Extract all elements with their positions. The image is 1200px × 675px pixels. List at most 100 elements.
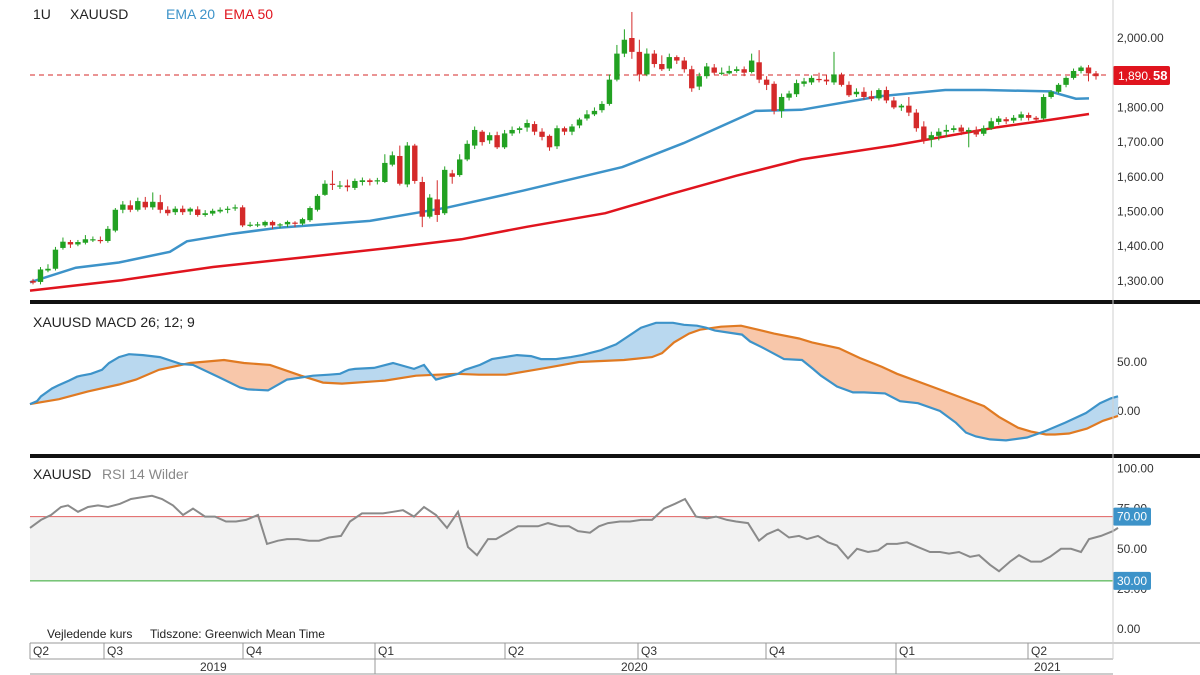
macd-fill-slice <box>122 356 124 384</box>
macd-fill-slice <box>993 412 995 440</box>
ema20-legend[interactable]: EMA 20 <box>166 6 215 22</box>
candle-body <box>748 60 755 73</box>
macd-fill-slice <box>62 383 64 399</box>
macd-fill-slice <box>860 358 862 393</box>
candle-body <box>531 124 538 132</box>
candle <box>681 57 687 73</box>
macd-fill-slice <box>127 354 129 383</box>
macd-fill-slice <box>682 324 684 338</box>
candle-body <box>389 155 396 165</box>
candle-body <box>157 202 163 210</box>
macd-fill-slice <box>776 333 778 355</box>
macd-title[interactable]: XAUUSD MACD 26; 12; 9 <box>33 314 195 330</box>
interval-label[interactable]: 1U <box>33 6 51 22</box>
macd-fill-slice <box>692 325 694 333</box>
macd-fill-slice <box>841 349 843 388</box>
macd-fill-slice <box>835 347 837 386</box>
macd-fill-slice <box>297 374 299 379</box>
candle-body <box>913 112 920 129</box>
year-label: 2021 <box>1034 660 1061 674</box>
macd-fill-slice <box>394 363 396 380</box>
macd-fill-slice <box>475 366 477 375</box>
macd-fill-slice <box>49 390 51 401</box>
macd-fill-slice <box>654 323 656 357</box>
macd-fill-slice <box>1055 426 1057 435</box>
candle <box>966 127 972 148</box>
candle-body <box>644 53 650 75</box>
macd-fill-slice <box>252 363 254 390</box>
macd-fill-slice <box>732 326 734 334</box>
macd-fill-slice <box>513 355 515 374</box>
macd-fill-slice <box>760 330 762 347</box>
macd-fill-slice <box>756 329 758 345</box>
macd-fill-slice <box>947 392 949 417</box>
macd-fill-slice <box>887 369 889 395</box>
candle <box>30 278 36 285</box>
panel-divider[interactable] <box>30 454 1200 458</box>
macd-fill-slice <box>465 369 467 375</box>
macd-fill-slice <box>986 407 988 439</box>
macd-fill-slice <box>360 368 362 383</box>
macd-fill-slice <box>113 360 115 386</box>
rsi-title[interactable]: XAUUSD <box>33 466 91 482</box>
macd-fill-slice <box>771 332 773 353</box>
macd-fill-slice <box>317 375 319 381</box>
macd-fill-slice <box>664 322 666 352</box>
candle <box>883 86 890 104</box>
macd-fill-slice <box>266 364 268 391</box>
candle <box>419 176 425 228</box>
macd-fill-slice <box>519 355 521 373</box>
macd-fill-slice <box>554 359 556 367</box>
rsi-indicator-label[interactable]: RSI 14 Wilder <box>102 466 189 482</box>
macd-fill-slice <box>634 332 636 359</box>
macd-fill-slice <box>251 363 253 390</box>
price-panel: 2,000.001,900.001,800.001,700.001,600.00… <box>29 6 1170 292</box>
macd-fill-slice <box>793 337 795 360</box>
macd-fill-slice <box>1010 423 1012 440</box>
macd-fill-slice <box>601 350 603 362</box>
macd-fill-slice <box>487 361 489 375</box>
macd-fill-slice <box>467 369 469 375</box>
macd-fill-slice <box>176 362 178 367</box>
macd-fill-slice <box>1066 422 1068 434</box>
macd-tick-label: 0.00 <box>1117 404 1141 418</box>
macd-fill-slice <box>822 344 824 377</box>
candle-body <box>906 105 912 113</box>
macd-fill-slice <box>742 325 744 335</box>
macd-fill-slice <box>222 360 224 379</box>
macd-fill-slice <box>701 326 703 330</box>
panel-divider[interactable] <box>30 300 1200 304</box>
macd-fill-slice <box>738 325 740 334</box>
macd-fill-slice <box>675 323 677 342</box>
ema50-line <box>29 112 1090 292</box>
macd-fill-slice <box>243 362 245 389</box>
macd-fill-slice <box>406 366 408 378</box>
macd-fill-slice <box>827 345 829 380</box>
macd-fill-slice <box>66 381 68 398</box>
macd-fill-slice <box>884 367 886 394</box>
macd-fill-slice <box>996 414 998 440</box>
candle-body <box>180 208 186 213</box>
macd-fill-slice <box>97 371 99 390</box>
candlestick-series <box>30 11 1099 285</box>
macd-fill-slice <box>363 368 365 383</box>
macd-fill-slice <box>277 367 279 386</box>
macd-fill-slice <box>111 361 113 387</box>
macd-fill-slice <box>1049 429 1051 435</box>
ema50-legend[interactable]: EMA 50 <box>224 6 273 22</box>
quarter-label: Q3 <box>641 644 657 658</box>
macd-fill-slice <box>1071 419 1073 433</box>
macd-fill-slice <box>555 359 557 367</box>
macd-fill-slice <box>1062 424 1064 435</box>
macd-fill-slice <box>539 358 541 370</box>
macd-fill-slice <box>147 355 149 375</box>
candle-body <box>142 201 148 208</box>
macd-tick-label: 50.00 <box>1117 355 1147 369</box>
macd-fill-slice <box>713 327 715 330</box>
macd-fill-slice <box>536 357 538 370</box>
candle-body <box>636 51 643 75</box>
symbol-label[interactable]: XAUUSD <box>70 6 128 22</box>
macd-fill-slice <box>195 362 197 366</box>
macd-fill-slice <box>105 366 107 388</box>
